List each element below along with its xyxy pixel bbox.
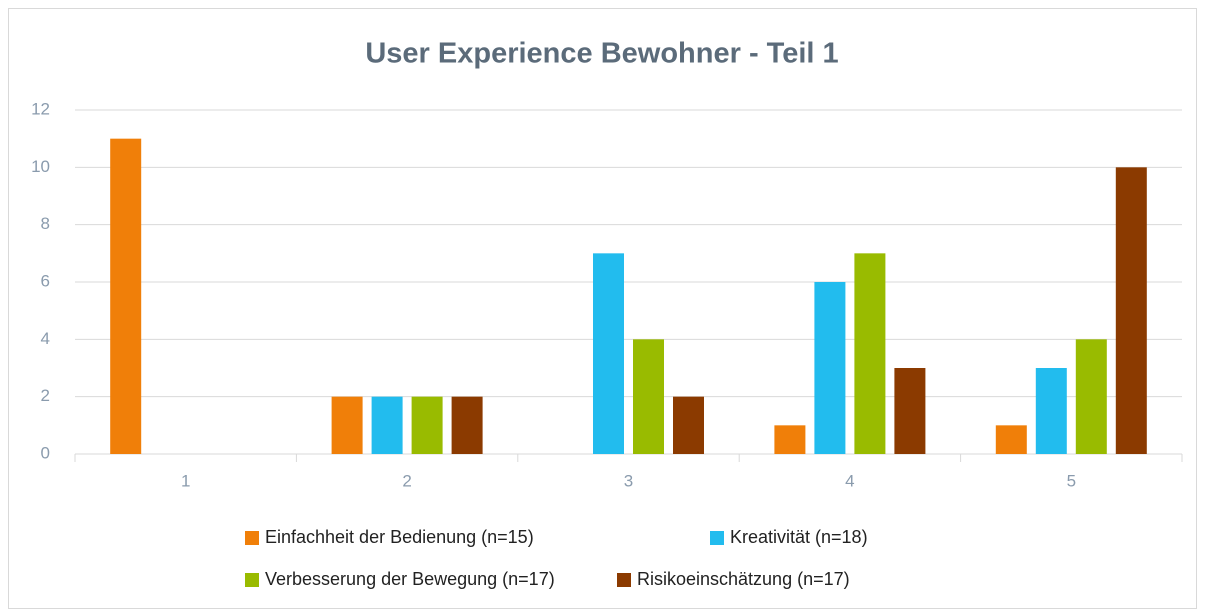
legend-swatch	[245, 573, 259, 587]
bar	[593, 253, 624, 454]
bar	[814, 282, 846, 454]
x-tick-label: 5	[1067, 471, 1076, 490]
bar	[451, 396, 483, 454]
x-tick-label: 3	[624, 471, 633, 490]
bar	[110, 138, 142, 454]
y-tick-label: 4	[41, 329, 50, 348]
y-tick-label: 10	[31, 157, 50, 176]
legend-swatch	[617, 573, 631, 587]
bar	[995, 425, 1027, 454]
bar	[1115, 167, 1147, 455]
bar	[633, 339, 664, 454]
y-tick-label: 2	[41, 386, 50, 405]
y-tick-label: 12	[31, 99, 50, 118]
bar	[894, 368, 926, 454]
x-tick-label: 2	[402, 471, 411, 490]
bar	[774, 425, 806, 454]
bar	[371, 396, 403, 454]
legend-swatch	[245, 531, 259, 545]
legend-label: Einfachheit der Bedienung (n=15)	[265, 527, 534, 547]
legend-swatch	[710, 531, 724, 545]
bar	[411, 396, 443, 454]
bar	[673, 396, 704, 454]
legend-label: Verbesserung der Bewegung (n=17)	[265, 569, 555, 589]
legend-label: Risikoeinschätzung (n=17)	[637, 569, 850, 589]
bar	[331, 396, 363, 454]
y-tick-label: 6	[41, 271, 50, 290]
y-tick-label: 8	[41, 214, 50, 233]
x-tick-label: 1	[181, 471, 190, 490]
x-tick-label: 4	[845, 471, 854, 490]
chart-title: User Experience Bewohner - Teil 1	[365, 38, 838, 70]
bar	[1075, 339, 1107, 454]
legend-label: Kreativität (n=18)	[730, 527, 868, 547]
y-tick-label: 0	[41, 443, 50, 462]
bar	[1035, 368, 1067, 454]
bar	[854, 253, 886, 454]
